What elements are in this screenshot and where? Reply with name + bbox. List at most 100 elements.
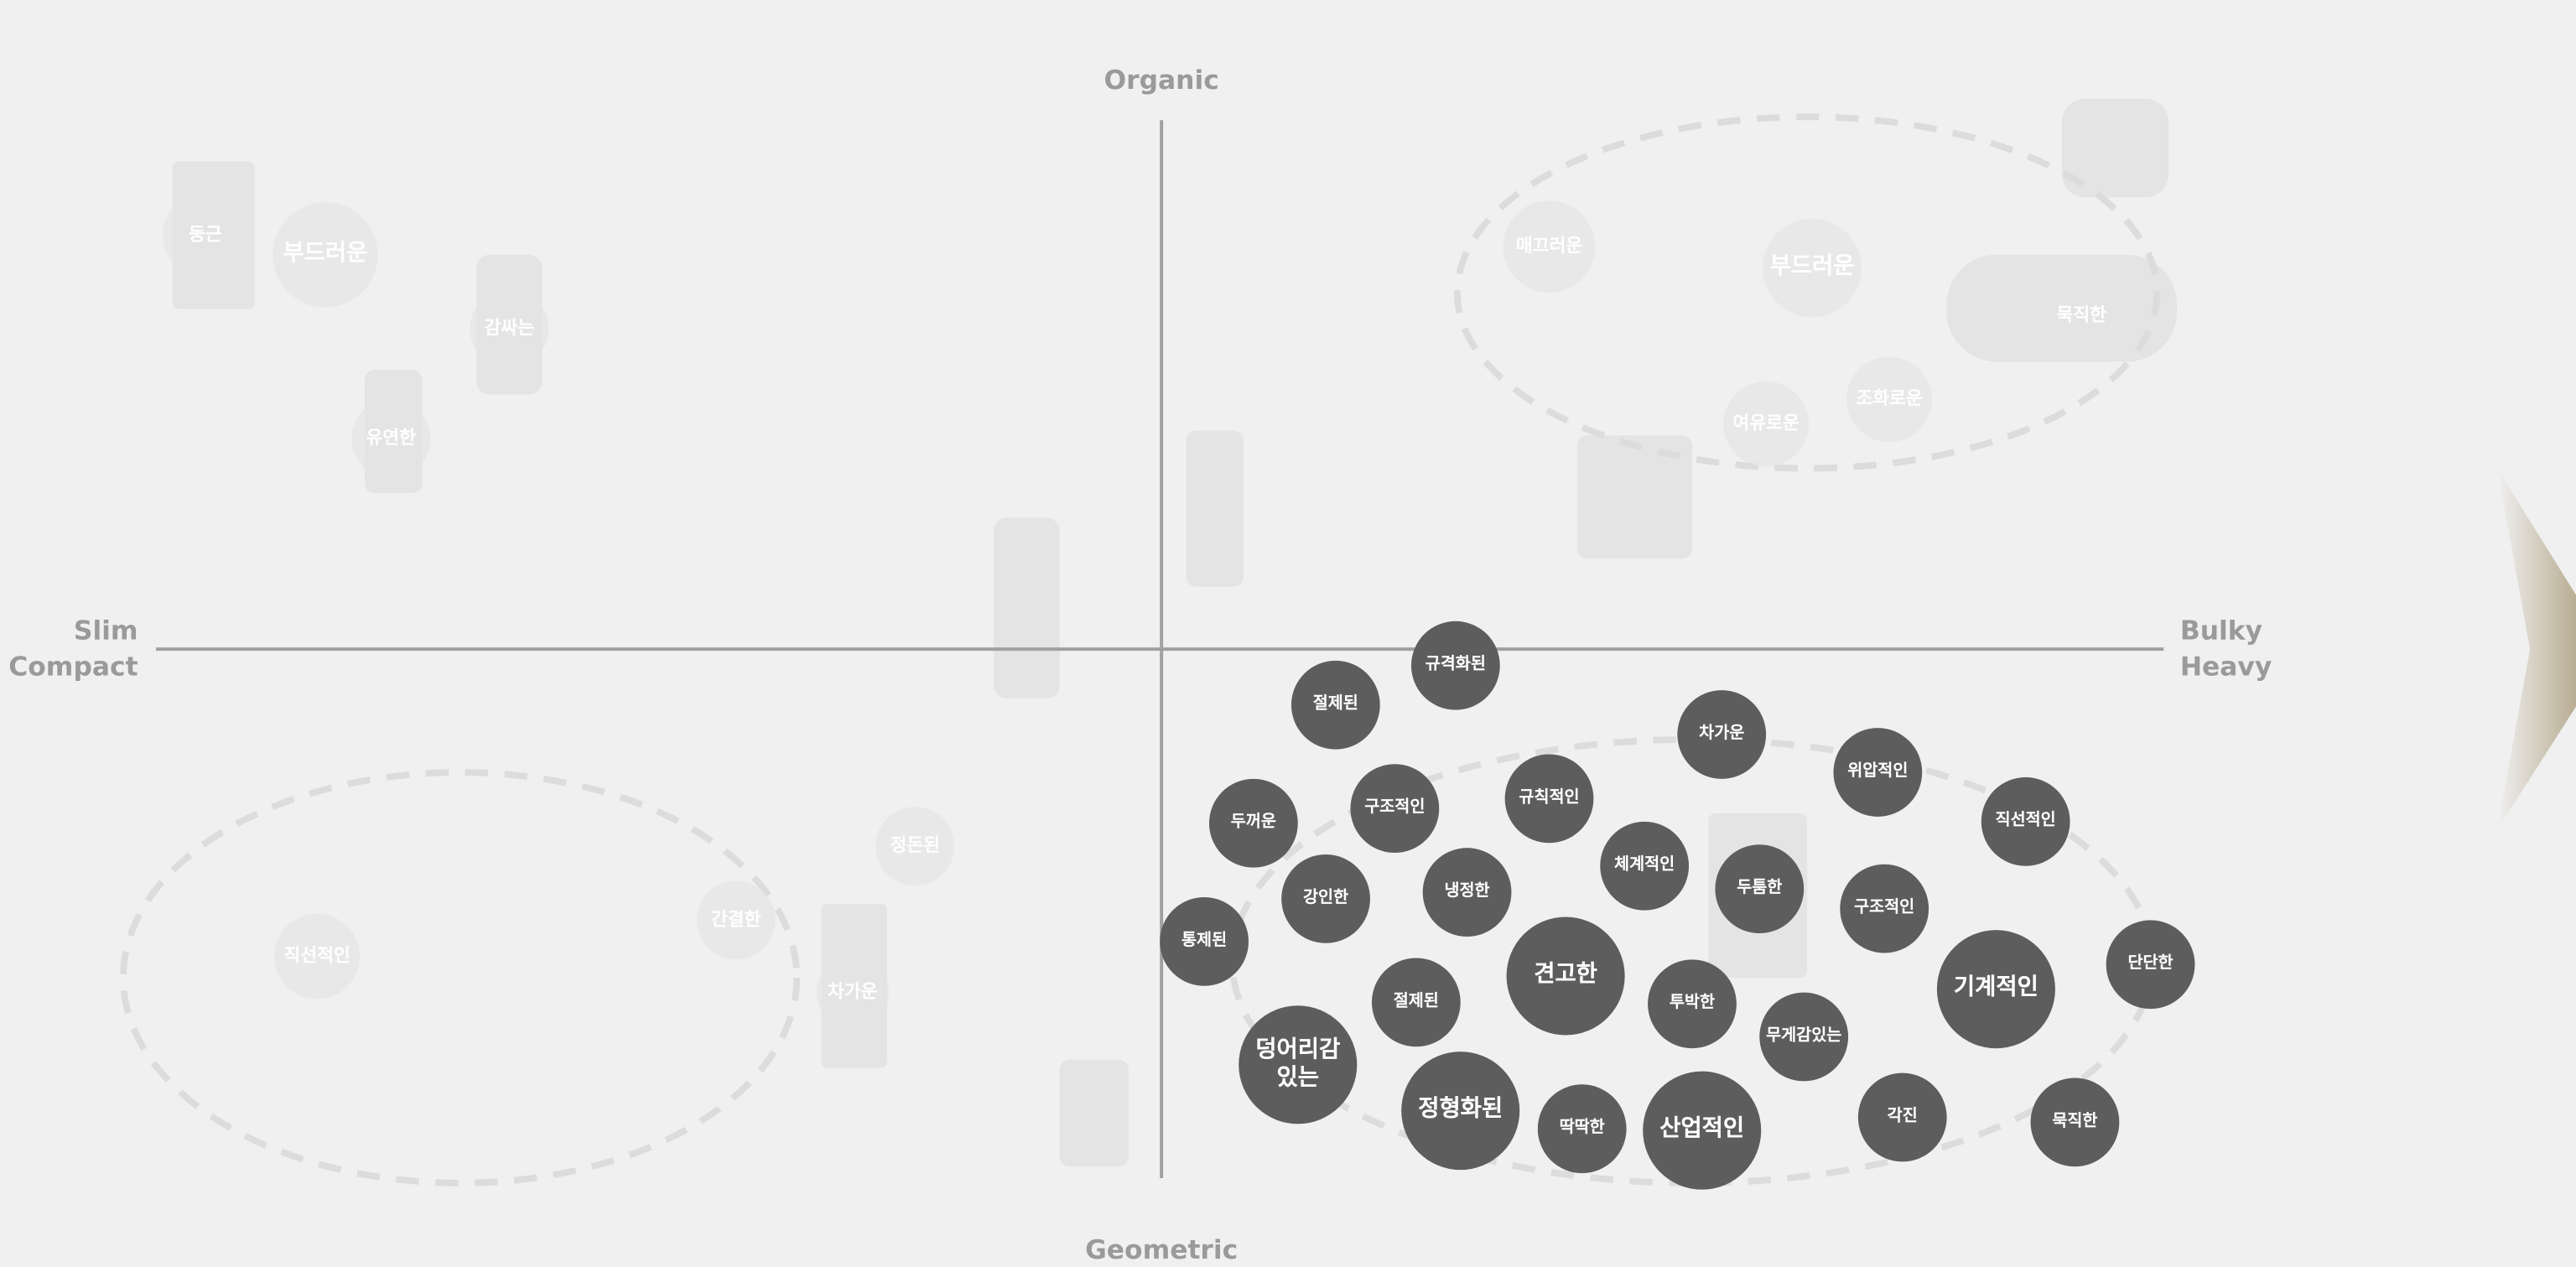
keyword-label: 절제된 — [1312, 694, 1358, 714]
keyword-bubble — [1239, 1005, 1358, 1124]
keyword-label-box: 묵직한 — [2057, 304, 2107, 325]
keyword-label: 차가운 — [828, 981, 878, 1003]
keyword-label-box: 덩어리감 있는 — [1255, 1036, 1341, 1092]
keyword-bubble — [1537, 1084, 1627, 1174]
keyword-bubble — [1715, 844, 1805, 934]
keyword-label-box: 단단한 — [2128, 954, 2174, 973]
product — [1186, 430, 1244, 587]
keyword-label: 묵직한 — [2052, 1112, 2098, 1130]
keyword-label-box: 규격화된 — [1426, 655, 1486, 673]
keyword-bubble — [1643, 1071, 1762, 1190]
product — [1059, 1059, 1129, 1167]
keyword-label: 딱딱한 — [1559, 1118, 1605, 1137]
keyword-label-box: 두꺼운 — [1230, 813, 1276, 832]
keyword-label-box: 절제된 — [1393, 992, 1439, 1010]
keyword-bubble — [1936, 930, 2055, 1049]
keyword-label-box: 둥근 — [189, 223, 222, 246]
keyword-label: 직선적인 — [283, 945, 351, 967]
axis-label-right: Heavy — [2180, 652, 2272, 682]
keyword-bubble — [1371, 958, 1461, 1047]
keyword-label: 부드러운 — [283, 240, 368, 267]
keyword-label-box: 차가운 — [1699, 724, 1745, 743]
keyword-bubble — [1840, 864, 1929, 953]
product — [994, 517, 1060, 698]
keyword-bubble — [351, 399, 431, 479]
keyword-label-box: 부드러운 — [1770, 253, 1854, 279]
axis-label-left: Slim — [74, 615, 138, 646]
keyword-label: 여유로운 — [1732, 413, 1800, 434]
keyword-label-box: 조화로운 — [1856, 387, 1923, 410]
keyword-label-box: 묵직한 — [2052, 1112, 2098, 1130]
keyword-label-box: 구조적인 — [1854, 898, 1914, 916]
keyword-label-box: 각진 — [1887, 1107, 1918, 1125]
keyword-label: 산업적인 — [1659, 1116, 1745, 1143]
product — [2061, 98, 2169, 198]
axis-label-bottom: Geometric — [1085, 1235, 1238, 1265]
keyword-label: 조화로운 — [1856, 387, 1923, 410]
keyword-label: 차가운 — [1699, 724, 1745, 743]
keyword-bubble — [2106, 920, 2195, 1010]
keyword-bubble — [470, 289, 549, 369]
keyword-bubble — [1723, 381, 1810, 467]
cluster-outline — [1453, 113, 2161, 472]
keyword-label-box: 차가운 — [828, 981, 878, 1003]
keyword-label-box: 산업적인 — [1659, 1116, 1745, 1143]
keyword-label-box: 구조적인 — [1364, 797, 1426, 817]
keyword-bubble — [1857, 1072, 1947, 1162]
keyword-bubble — [1846, 356, 1932, 443]
keyword-bubble — [2042, 276, 2122, 356]
keyword-label: 정돈된 — [890, 834, 940, 857]
keyword-bubble — [875, 807, 955, 886]
axis-label-top: Organic — [1104, 65, 1219, 96]
keyword-label-box: 직선적인 — [283, 945, 351, 967]
keyword-label-box: 여유로운 — [1732, 413, 1800, 434]
keyword-bubble — [1600, 821, 1690, 911]
keyword-label: 무게감있는 — [1766, 1026, 1842, 1045]
cluster-outline — [120, 769, 801, 1187]
product — [1576, 435, 1692, 559]
keyword-bubble — [1833, 728, 1923, 817]
keyword-label-box: 기계적인 — [1954, 975, 2038, 1001]
keyword-bubble — [162, 192, 248, 278]
keyword-bubble — [1281, 854, 1370, 943]
keyword-bubble — [1648, 959, 1737, 1049]
keyword-bubble — [274, 913, 361, 1000]
keyword-bubble — [1291, 660, 1380, 750]
keyword-label: 위압적인 — [1847, 761, 1909, 781]
keyword-label: 둥근 — [189, 223, 222, 246]
keyword-label-box: 위압적인 — [1847, 761, 1909, 781]
keyword-bubble — [1981, 776, 2070, 866]
keyword-label: 매끄러운 — [1515, 235, 1583, 257]
keyword-label-box: 두툼한 — [1737, 878, 1783, 897]
keyword-label: 두꺼운 — [1230, 813, 1276, 832]
axis-label-left: Compact — [8, 652, 138, 682]
keyword-bubble — [1677, 690, 1767, 779]
keyword-bubble — [1208, 778, 1298, 868]
keyword-bubble — [1759, 992, 1849, 1082]
keyword-label: 유연한 — [366, 427, 417, 449]
keyword-label: 통제된 — [1182, 931, 1228, 950]
keyword-label: 강인한 — [1303, 888, 1349, 907]
keyword-label-box: 규칙적인 — [1519, 788, 1579, 807]
keyword-bubble — [696, 880, 776, 960]
keyword-label: 덩어리감 있는 — [1255, 1036, 1341, 1092]
keyword-label-box: 부드러운 — [283, 240, 368, 267]
keyword-label: 절제된 — [1393, 992, 1439, 1010]
keyword-label: 체계적인 — [1614, 855, 1675, 875]
keyword-label-box: 직선적인 — [1996, 812, 2056, 830]
keyword-label: 견고한 — [1534, 961, 1597, 989]
keyword-label: 두툼한 — [1737, 878, 1783, 897]
keyword-label-box: 간결한 — [711, 909, 761, 930]
keyword-bubble — [1401, 1052, 1520, 1171]
direction-arrow — [2496, 468, 2576, 830]
keyword-bubble — [816, 956, 889, 1029]
keyword-label: 각진 — [1887, 1107, 1918, 1125]
keyword-label-box: 정돈된 — [890, 834, 940, 857]
keyword-label-box: 냉정한 — [1444, 882, 1489, 901]
keyword-bubble — [1503, 200, 1596, 293]
keyword-bubble — [1422, 848, 1512, 937]
keyword-bubble — [2030, 1077, 2120, 1167]
keyword-label: 구조적인 — [1364, 797, 1426, 817]
